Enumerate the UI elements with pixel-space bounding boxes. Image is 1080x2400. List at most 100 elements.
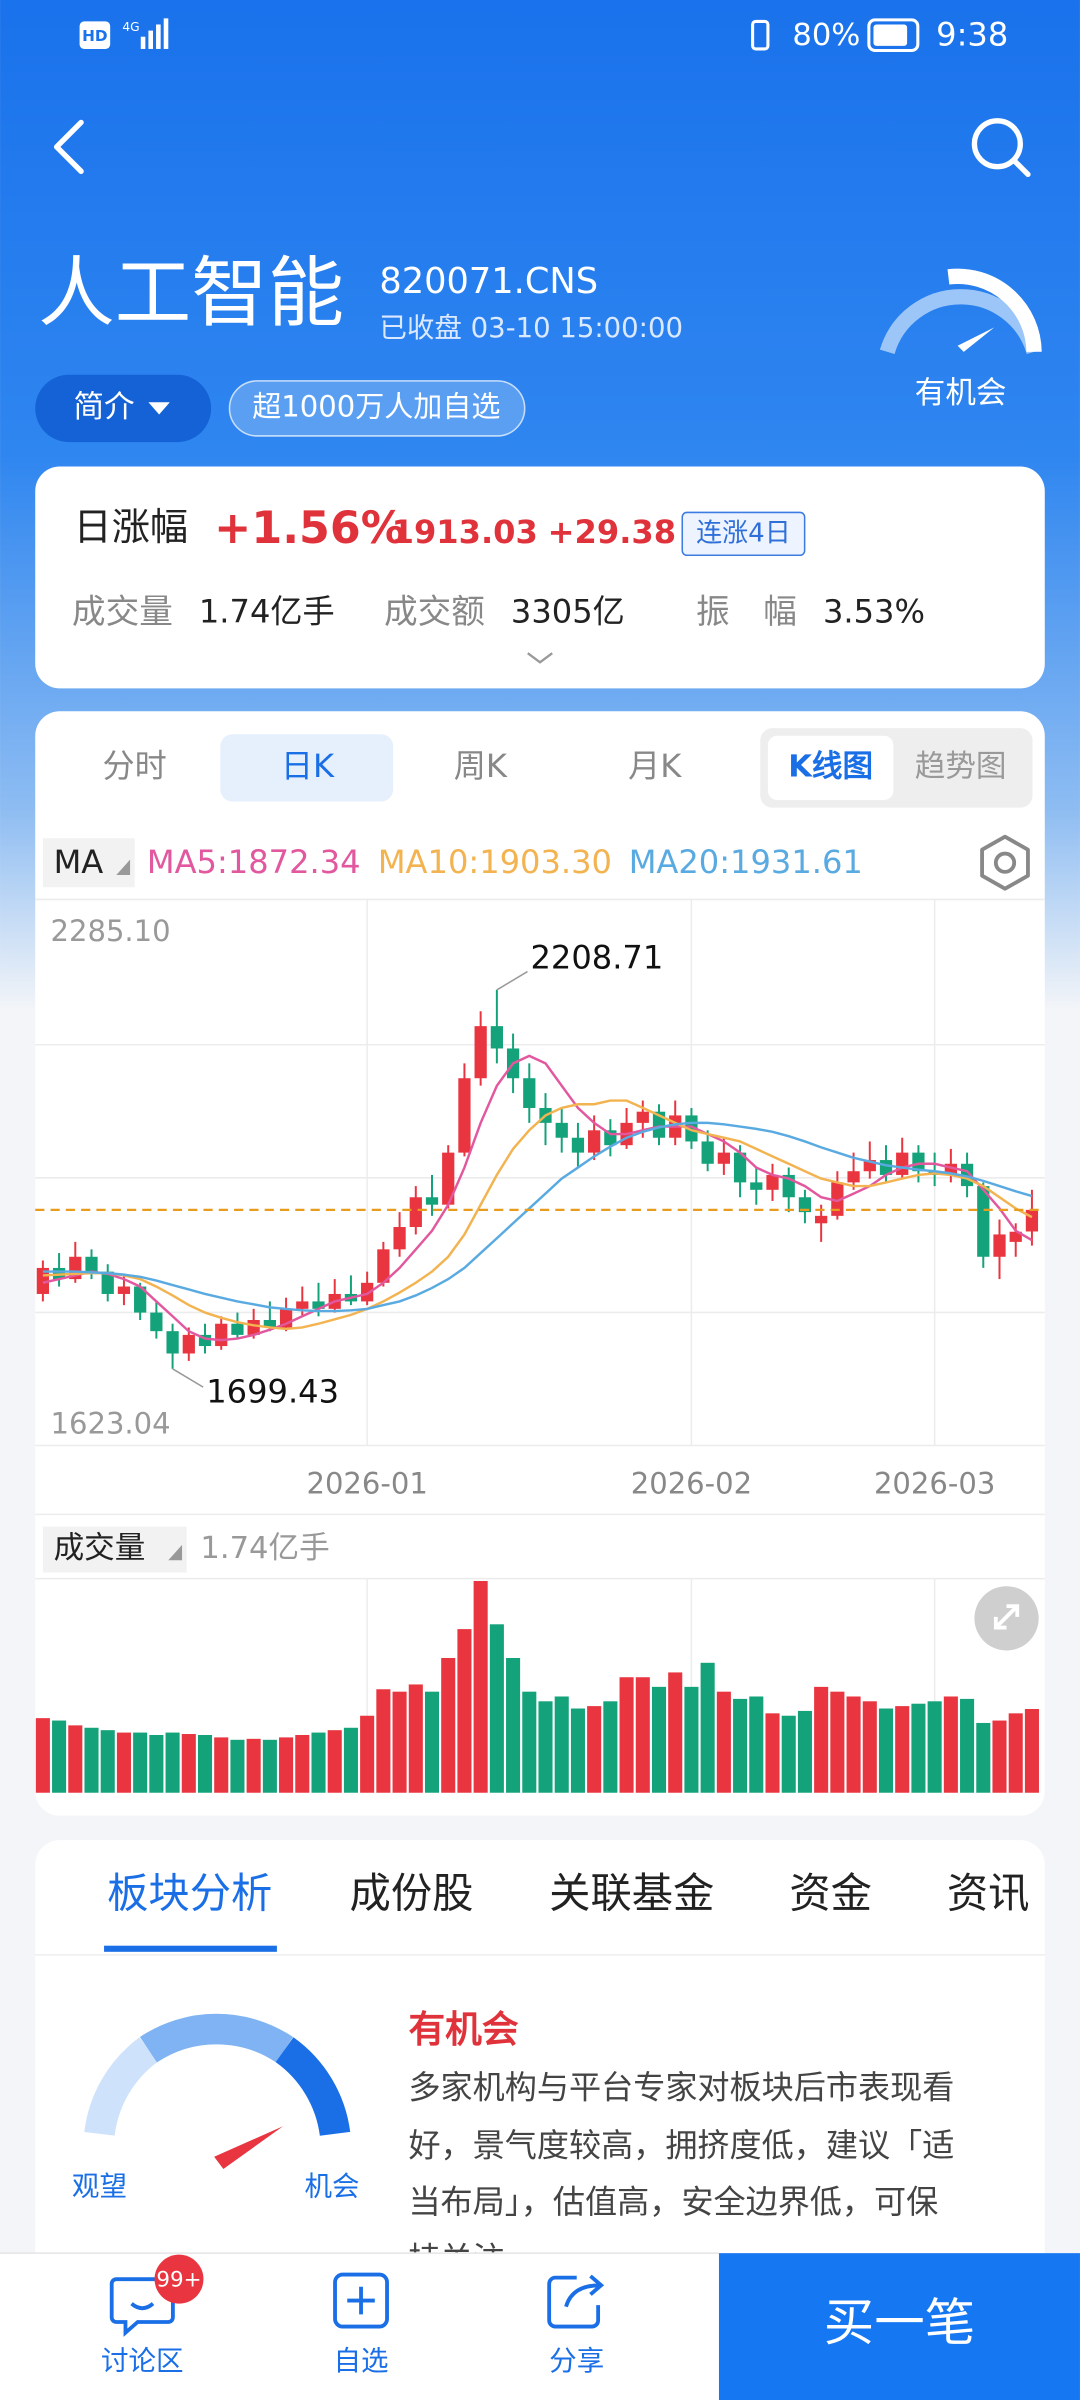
volume-bar <box>603 1701 618 1793</box>
followers-text: 超1000万人加自选 <box>252 389 500 423</box>
candle-body <box>977 1186 990 1257</box>
back-button[interactable] <box>53 119 84 174</box>
view-option[interactable]: 趋势图 <box>915 749 1007 784</box>
candle-body <box>474 1026 487 1079</box>
max-label: 2208.71 <box>531 938 664 976</box>
ma-line <box>42 1054 1033 1342</box>
chart-tab[interactable]: 分时 <box>103 747 167 785</box>
candle-body <box>182 1334 195 1354</box>
volume-bar <box>797 1710 812 1793</box>
status-bar: HD 4G 80% 9:38 <box>79 16 1008 54</box>
section-tab[interactable]: 板块分析 <box>107 1870 272 1918</box>
volume-bar <box>165 1732 180 1793</box>
candle-body <box>831 1182 844 1216</box>
sector-title: 人工智能 <box>38 249 344 338</box>
candle-body <box>717 1152 730 1164</box>
volume-bar <box>279 1737 294 1793</box>
leader-line <box>496 970 528 991</box>
section-tab[interactable]: 资讯 <box>947 1870 1030 1918</box>
volume-bar <box>911 1703 926 1793</box>
volume-bar <box>830 1691 845 1793</box>
intro-text: 简介 <box>73 390 134 425</box>
volume-bar <box>878 1708 894 1793</box>
hd-text: HD <box>82 27 107 45</box>
analysis-line: 多家机构与平台专家对板块后市表现看 <box>408 2068 954 2106</box>
section-tab[interactable]: 成份股 <box>350 1870 474 1918</box>
candle-body <box>733 1152 747 1183</box>
nav-label[interactable]: 分享 <box>549 2345 604 2377</box>
chart-tab[interactable]: 日K <box>281 747 335 785</box>
y-tick-label: 2285.10 <box>51 914 171 948</box>
hd-icon <box>79 21 111 49</box>
view-option[interactable]: K线图 <box>788 749 873 784</box>
analysis-text: 多家机构与平台专家对板块后市表现看 好，景气度较高，拥挤度低，建议「适 当布局」… <box>408 2068 954 2253</box>
gauge-label: 机会 <box>304 2170 359 2202</box>
volume-bar <box>181 1734 196 1793</box>
indicator-box[interactable] <box>42 838 135 888</box>
candle-body <box>409 1197 422 1228</box>
vibrate-icon <box>751 19 770 51</box>
stat-value: 3.53% <box>823 592 925 630</box>
volume-bar <box>441 1657 456 1793</box>
stat-label: 成交量 <box>72 592 173 631</box>
chart-tab[interactable]: 月K <box>628 747 682 785</box>
candle-body <box>750 1182 763 1190</box>
candle-body <box>215 1323 228 1347</box>
expand-chevron[interactable] <box>527 652 553 664</box>
fullscreen-button[interactable] <box>974 1586 1039 1651</box>
dropdown-arrow <box>148 402 170 415</box>
candle-body <box>1009 1231 1022 1242</box>
volume-bar <box>68 1725 83 1793</box>
candle-body <box>701 1141 714 1164</box>
candle-body <box>555 1122 568 1138</box>
nav-label[interactable]: 讨论区 <box>101 2345 184 2377</box>
candle-body <box>847 1171 860 1183</box>
section-tab[interactable]: 关联基金 <box>549 1870 714 1918</box>
volume-bar <box>52 1720 67 1793</box>
tab-selected-bg <box>220 734 394 802</box>
settings-icon[interactable] <box>980 834 1030 891</box>
candle-body <box>150 1312 163 1332</box>
streak-text: 连涨4日 <box>696 518 791 548</box>
volume-bar <box>408 1684 423 1793</box>
volume-bar <box>668 1672 683 1793</box>
volume-bar <box>570 1708 585 1793</box>
stat-label: 成交额 <box>384 592 485 631</box>
volume-bar <box>927 1701 942 1793</box>
market-status: 已收盘 03-10 15:00:00 <box>379 312 683 344</box>
candle-body <box>944 1163 957 1175</box>
candle-body <box>231 1323 244 1335</box>
volume-bar <box>360 1715 375 1793</box>
volume-bar <box>538 1701 553 1793</box>
candle-body <box>296 1301 309 1309</box>
clock: 9:38 <box>936 16 1008 54</box>
candle-body <box>912 1152 925 1172</box>
volume-bar <box>862 1701 877 1793</box>
chart-tab[interactable]: 周K <box>454 747 508 785</box>
badge-text: 99+ <box>156 2268 201 2293</box>
corner-arrow <box>116 859 131 875</box>
candle-body <box>815 1215 828 1224</box>
search-button[interactable] <box>971 118 1031 178</box>
stat-value: 1.74亿手 <box>199 592 335 630</box>
x-tick-label: 2026-03 <box>874 1466 995 1500</box>
nav-label[interactable]: 自选 <box>334 2345 389 2377</box>
intro-pill[interactable] <box>35 374 212 443</box>
chart-card <box>35 711 1045 1816</box>
candle-body <box>312 1301 325 1309</box>
volume-bar <box>262 1739 277 1793</box>
candle-body <box>636 1111 649 1123</box>
volume-bar <box>635 1677 650 1793</box>
tab-underline <box>104 1945 277 1952</box>
volume-label: 成交量 <box>54 1531 146 1566</box>
y-tick-label: 1623.04 <box>51 1407 171 1441</box>
change: +29.38 <box>548 513 676 551</box>
buy-button[interactable] <box>718 2253 1080 2400</box>
section-tab[interactable]: 资金 <box>789 1870 872 1918</box>
change-pct: +1.56% <box>214 503 405 554</box>
volume-bar <box>214 1737 229 1793</box>
volume-bar <box>522 1691 537 1793</box>
watchlist-icon[interactable] <box>333 2272 389 2329</box>
share-icon[interactable] <box>547 2274 605 2329</box>
